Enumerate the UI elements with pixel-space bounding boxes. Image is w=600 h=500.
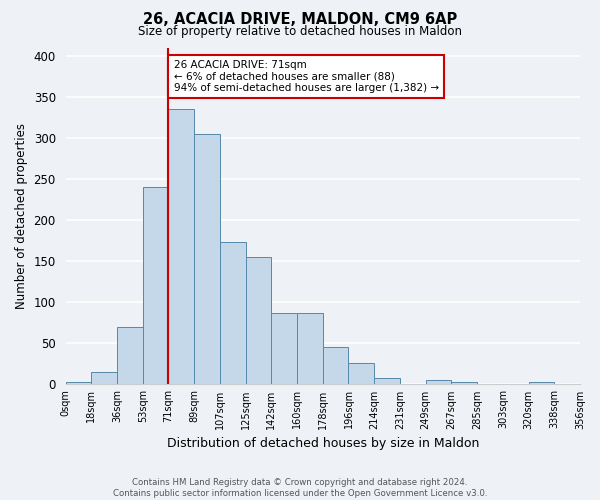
Bar [65, 382, 91, 384]
Bar [169, 109, 194, 384]
Bar [220, 242, 245, 384]
Bar [323, 348, 349, 385]
Text: 26 ACACIA DRIVE: 71sqm
← 6% of detached houses are smaller (88)
94% of semi-deta: 26 ACACIA DRIVE: 71sqm ← 6% of detached … [173, 60, 439, 93]
Bar [529, 382, 554, 384]
Bar [374, 378, 400, 384]
Bar [91, 372, 117, 384]
Bar [349, 363, 374, 384]
Text: Contains HM Land Registry data © Crown copyright and database right 2024.
Contai: Contains HM Land Registry data © Crown c… [113, 478, 487, 498]
Bar [143, 187, 169, 384]
X-axis label: Distribution of detached houses by size in Maldon: Distribution of detached houses by size … [167, 437, 479, 450]
Bar [117, 327, 143, 384]
Text: 26, ACACIA DRIVE, MALDON, CM9 6AP: 26, ACACIA DRIVE, MALDON, CM9 6AP [143, 12, 457, 28]
Bar [451, 382, 477, 384]
Bar [245, 257, 271, 384]
Text: Size of property relative to detached houses in Maldon: Size of property relative to detached ho… [138, 25, 462, 38]
Bar [194, 134, 220, 384]
Bar [271, 313, 297, 384]
Bar [297, 313, 323, 384]
Y-axis label: Number of detached properties: Number of detached properties [15, 123, 28, 309]
Bar [425, 380, 451, 384]
